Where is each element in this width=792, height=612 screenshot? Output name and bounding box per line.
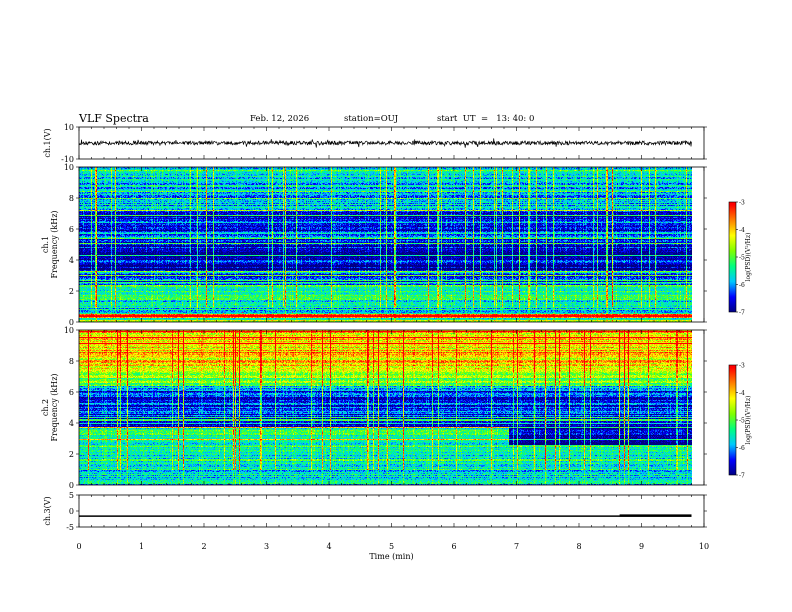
colorbar-tick-label: -5 [739,418,745,425]
x-tick-label: 1 [139,542,144,551]
panel-channel-label: ch.2 [41,399,50,416]
x-tick-label: 2 [201,542,206,551]
colorbar-label: log(PSD)(V²/Hz) [745,233,752,282]
ch1-colorbar-image [729,202,736,312]
colorbar-tick-label: -3 [739,363,745,370]
x-tick-label: 3 [264,542,269,551]
voltage-axis-label: ch.3(V) [43,496,52,525]
start-time-label: start UT = 13: 40: 0 [437,114,535,124]
colorbar-tick-label: -7 [739,310,745,317]
y-tick-label: 10 [64,163,74,172]
y-tick-label: 10 [64,123,74,132]
colorbar-tick-label: -4 [739,390,745,397]
panel-frame [78,494,705,528]
y-tick-label: 5 [69,491,74,500]
date-label: Feb. 12, 2026 [250,114,310,124]
x-tick-label: 10 [699,542,709,551]
y-tick-label: 0 [69,481,74,490]
frequency-axis-label: Frequency (kHz) [50,210,59,278]
x-tick-label: 5 [389,542,394,551]
y-tick-label: 6 [69,388,74,397]
colorbar-label: log(PSD)(V²/Hz) [745,396,752,445]
y-tick-label: 6 [69,225,74,234]
ch1-spectrogram-image [79,167,692,322]
x-tick-label: 6 [451,542,456,551]
y-tick-label: 8 [69,357,74,366]
colorbar-tick-label: -7 [739,473,745,480]
y-tick-label: 4 [69,256,74,265]
colorbar-tick-label: -5 [739,255,745,262]
panel-frame [78,166,705,323]
y-tick-label: 2 [69,450,74,459]
x-tick-label: 9 [639,542,644,551]
ch2-colorbar-image [729,365,736,475]
y-tick-label: 0 [69,318,74,327]
y-tick-label: 2 [69,287,74,296]
y-tick-label: -10 [61,155,74,164]
frequency-axis-label: Frequency (kHz) [50,373,59,441]
y-tick-label: 4 [69,419,74,428]
colorbar-tick-label: -6 [739,445,745,452]
y-tick-label: 8 [69,194,74,203]
x-tick-label: 0 [76,542,81,551]
figure-title: VLF Spectra [79,112,149,125]
ch2-spectrogram-image [79,330,692,485]
colorbar-frame [728,201,737,313]
y-tick-label: 10 [64,326,74,335]
x-tick-label: 8 [576,542,581,551]
x-axis-label: Time (min) [369,552,413,561]
x-tick-label: 4 [326,542,331,551]
colorbar-frame [728,364,737,476]
y-tick-label: -5 [66,523,74,532]
ch1-trace [78,138,692,148]
y-tick-label: 0 [69,507,74,516]
voltage-axis-label: ch.1(V) [43,128,52,157]
x-tick-label: 7 [514,542,519,551]
colorbar-tick-label: -3 [739,200,745,207]
panel-frame [78,329,705,486]
station-label: station=OUJ [344,114,399,124]
colorbar-tick-label: -4 [739,227,745,234]
panel-channel-label: ch.1 [41,236,50,253]
colorbar-tick-label: -6 [739,282,745,289]
